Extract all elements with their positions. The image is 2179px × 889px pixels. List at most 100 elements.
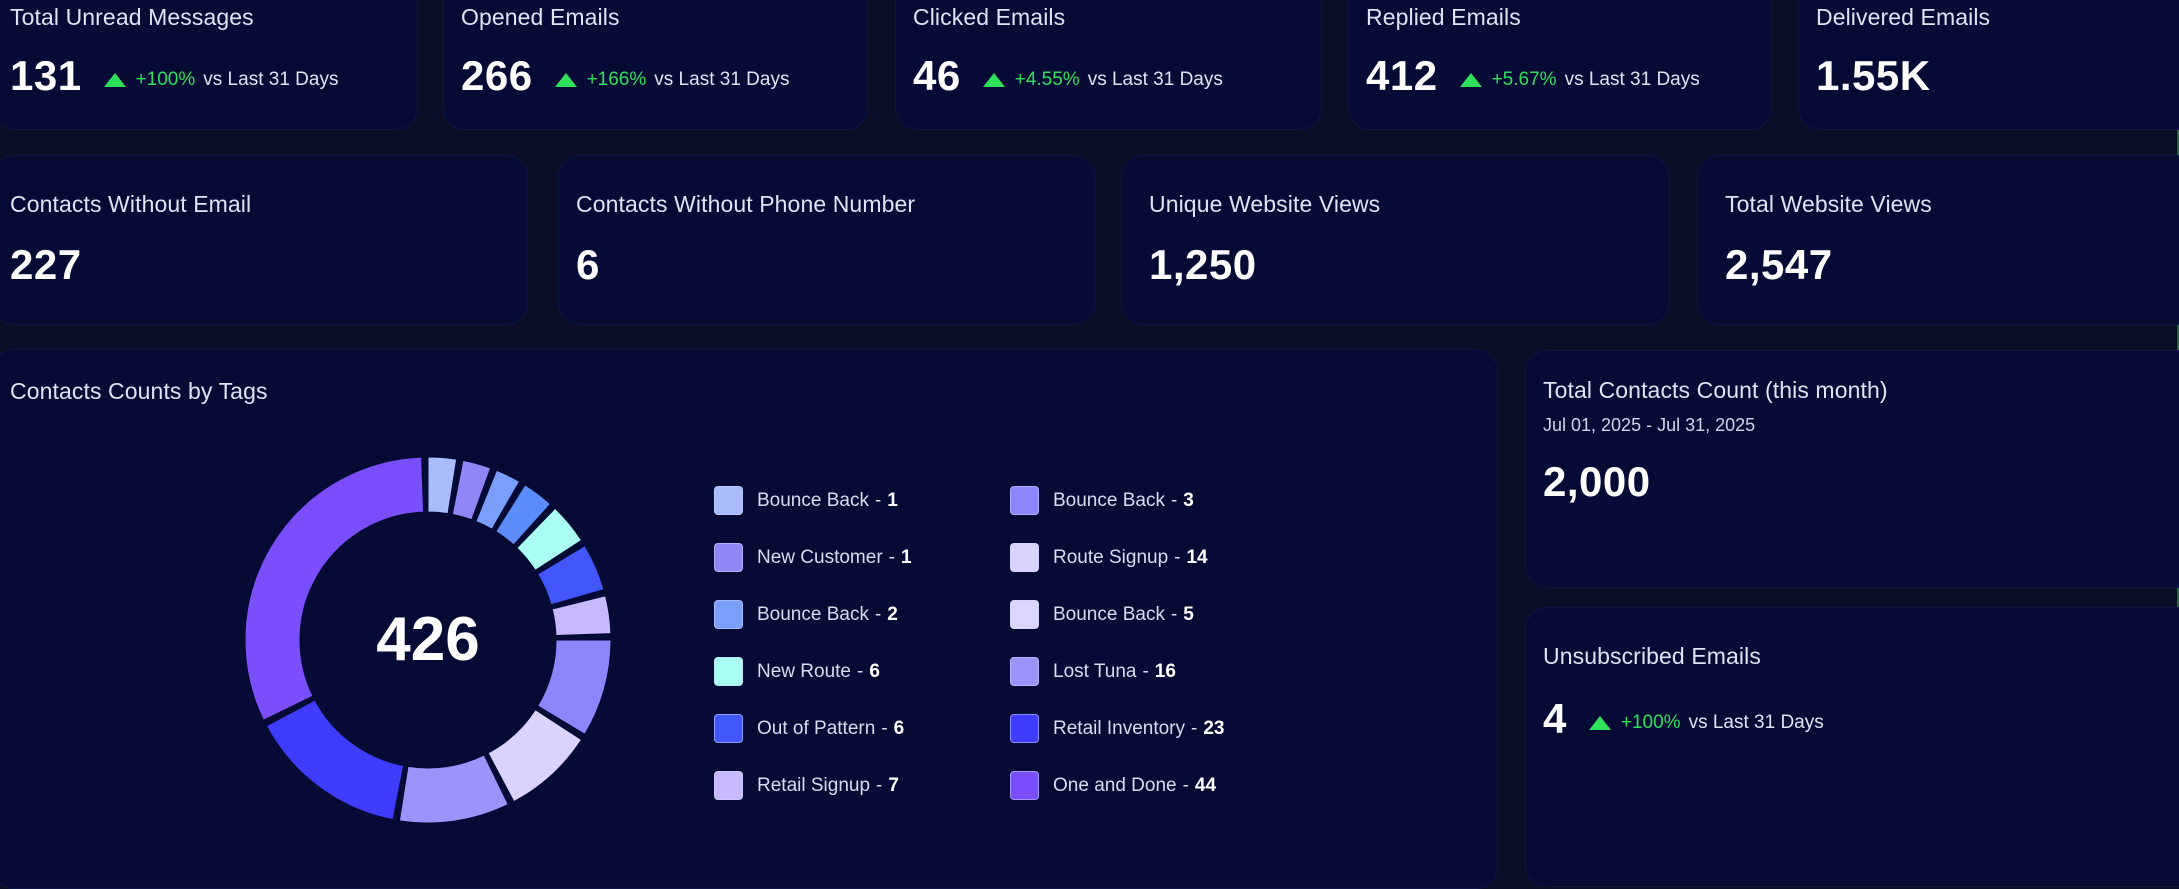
metric-row: 2,000 <box>1543 458 1651 506</box>
donut-segment[interactable] <box>475 469 520 530</box>
trend-indicator: +5.67% vs Last 31 Days <box>1459 69 1700 91</box>
legend-count: 16 <box>1154 660 1176 682</box>
card-title: Contacts Without Phone Number <box>576 191 916 217</box>
legend-separator: - <box>1170 489 1178 511</box>
metric-row: 4 +100% vs Last 31 Days <box>1543 695 1824 743</box>
donut-segment[interactable] <box>487 709 582 803</box>
legend-label: New Customer <box>757 546 883 568</box>
trend-percent: +100% <box>1620 712 1681 733</box>
delivered-emails-card[interactable]: Delivered Emails 1.55K <box>1798 0 2179 130</box>
contacts-by-tags-card: Contacts Counts by Tags 426 Bounce Back -… <box>0 349 1498 889</box>
legend-item[interactable]: Bounce Back -3 <box>1010 486 1194 515</box>
legend-label: Retail Signup <box>757 774 871 796</box>
legend-label: Bounce Back <box>1053 603 1165 625</box>
card-title: Clicked Emails <box>913 4 1066 30</box>
legend-item[interactable]: New Route -6 <box>714 657 880 686</box>
donut-segment[interactable] <box>537 639 612 735</box>
legend-item[interactable]: Retail Signup -7 <box>714 771 899 800</box>
triangle-up-icon <box>1588 716 1611 730</box>
metric-value: 412 <box>1366 52 1438 99</box>
legend-count: 7 <box>888 774 899 796</box>
opened-emails-card[interactable]: Opened Emails 266 +166% vs Last 31 Days <box>443 0 868 130</box>
triangle-up-icon <box>1459 73 1482 87</box>
metric-row: 131 +100% vs Last 31 Days <box>10 52 338 100</box>
donut-segment[interactable] <box>265 699 405 821</box>
trend-label: vs Last 31 Days <box>203 69 339 90</box>
metric-row: 412 +5.67% vs Last 31 Days <box>1366 52 1700 100</box>
legend-label: One and Done <box>1053 774 1177 796</box>
replied-emails-card[interactable]: Replied Emails 412 +5.67% vs Last 31 Day… <box>1348 0 1772 130</box>
metric-row: 2,547 <box>1725 241 1833 289</box>
legend-count: 6 <box>893 717 905 739</box>
trend-percent: +166% <box>586 69 647 90</box>
metric-row: 6 <box>576 241 600 289</box>
total-website-views-card[interactable]: Total Website Views 2,547 <box>1697 155 2179 325</box>
trend-indicator: +4.55% vs Last 31 Days <box>982 69 1223 91</box>
donut-segment[interactable] <box>537 545 605 606</box>
unsubscribed-emails-card[interactable]: Unsubscribed Emails 4 +100% vs Last 31 D… <box>1525 607 2179 887</box>
donut-chart[interactable] <box>0 349 1000 849</box>
legend-item[interactable]: Retail Inventory -23 <box>1010 714 1224 743</box>
legend-item[interactable]: New Customer -1 <box>714 543 912 572</box>
total-unread-messages-card[interactable]: Total Unread Messages 131 +100% vs Last … <box>0 0 418 130</box>
legend-swatch-icon <box>1010 600 1039 629</box>
legend-item[interactable]: Bounce Back -5 <box>1010 600 1194 629</box>
metric-row: 227 <box>10 241 82 289</box>
legend-swatch-icon <box>714 657 743 686</box>
contacts-without-email-card[interactable]: Contacts Without Email 227 <box>0 155 528 325</box>
legend-count: 3 <box>1183 489 1194 511</box>
legend-label: New Route <box>757 660 851 682</box>
legend-separator: - <box>857 660 864 682</box>
legend-separator: - <box>1191 717 1198 739</box>
legend-item[interactable]: Route Signup -14 <box>1010 543 1208 572</box>
donut-segment[interactable] <box>551 595 612 637</box>
metric-value: 131 <box>10 52 82 99</box>
legend-separator: - <box>1170 603 1178 625</box>
donut-segment[interactable] <box>516 507 582 571</box>
trend-indicator: +166% vs Last 31 Days <box>554 69 789 91</box>
legend-count: 1 <box>900 546 912 568</box>
legend-count: 23 <box>1203 717 1225 739</box>
legend-swatch-icon <box>1010 714 1039 743</box>
legend-item[interactable]: Out of Pattern -6 <box>714 714 904 743</box>
trend-percent: +5.67% <box>1491 69 1557 90</box>
trend-indicator: +100% vs Last 31 Days <box>103 69 339 91</box>
trend-percent: +100% <box>135 69 196 90</box>
clicked-emails-card[interactable]: Clicked Emails 46 +4.55% vs Last 31 Days <box>895 0 1322 130</box>
donut-segment[interactable] <box>244 456 425 721</box>
legend-separator: - <box>876 774 883 796</box>
metric-row: 46 +4.55% vs Last 31 Days <box>913 52 1223 100</box>
legend-count: 2 <box>887 603 898 625</box>
triangle-up-icon <box>982 73 1005 87</box>
donut-segment[interactable] <box>495 484 551 546</box>
trend-label: vs Last 31 Days <box>1688 712 1824 733</box>
donut-segment[interactable] <box>427 456 458 515</box>
legend-label: Route Signup <box>1053 546 1169 568</box>
legend-count: 1 <box>887 489 898 511</box>
contacts-without-phone-card[interactable]: Contacts Without Phone Number 6 <box>558 155 1095 325</box>
legend-item[interactable]: Bounce Back -2 <box>714 600 898 629</box>
total-contacts-count-card[interactable]: Total Contacts Count (this month) Jul 01… <box>1525 350 2179 588</box>
metric-value: 266 <box>461 52 533 99</box>
card-title: Contacts Without Email <box>10 191 252 217</box>
triangle-up-icon <box>554 73 577 87</box>
triangle-up-icon <box>103 73 126 87</box>
card-title: Total Unread Messages <box>10 4 254 30</box>
legend-label: Retail Inventory <box>1053 717 1186 739</box>
donut-center-total: 426 <box>376 605 480 674</box>
donut-segment[interactable] <box>451 459 492 521</box>
legend-separator: - <box>1142 660 1149 682</box>
metric-value: 227 <box>10 241 82 288</box>
legend-item[interactable]: Lost Tuna -16 <box>1010 657 1176 686</box>
unique-website-views-card[interactable]: Unique Website Views 1,250 <box>1121 155 1670 325</box>
metric-row: 1,250 <box>1149 241 1257 289</box>
legend-swatch-icon <box>1010 486 1039 515</box>
metric-row: 266 +166% vs Last 31 Days <box>461 52 789 100</box>
card-title: Replied Emails <box>1366 4 1521 30</box>
legend-label: Lost Tuna <box>1053 660 1137 682</box>
donut-segment[interactable] <box>398 754 509 824</box>
legend-item[interactable]: Bounce Back -1 <box>714 486 898 515</box>
metric-value: 6 <box>576 241 600 288</box>
legend-item[interactable]: One and Done -44 <box>1010 771 1216 800</box>
legend-swatch-icon <box>1010 771 1039 800</box>
